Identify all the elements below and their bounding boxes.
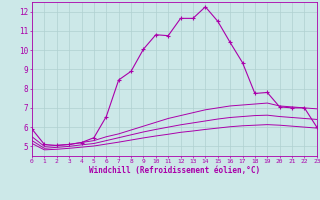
X-axis label: Windchill (Refroidissement éolien,°C): Windchill (Refroidissement éolien,°C) — [89, 166, 260, 175]
